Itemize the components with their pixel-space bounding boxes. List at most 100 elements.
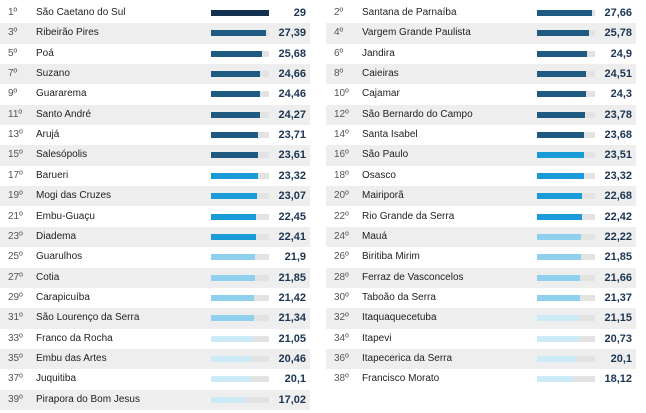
city-name-label: São Paulo xyxy=(362,149,409,161)
value-label: 20,1 xyxy=(610,352,632,365)
value-label: 24,66 xyxy=(278,68,306,81)
rank-label: 34º xyxy=(334,332,349,344)
bar-track xyxy=(537,152,595,159)
bar xyxy=(211,213,256,220)
city-name-label: São Caetano do Sul xyxy=(36,7,126,18)
city-name-label: Jandira xyxy=(362,47,395,59)
rank-label: 11º xyxy=(8,108,23,120)
rank-label: 5º xyxy=(8,47,18,59)
value-label: 24,46 xyxy=(278,88,306,101)
value-label: 21,42 xyxy=(278,291,306,304)
value-label: 21,15 xyxy=(604,312,632,325)
bar xyxy=(211,254,255,261)
rank-label: 22º xyxy=(334,210,349,222)
ranking-row: 36º Itapecerica da Serra 20,1 xyxy=(326,348,636,370)
city-name-label: Taboão da Serra xyxy=(362,291,436,303)
rank-label: 9º xyxy=(8,88,18,100)
ranking-row: 21º Embu-Guaçu 22,45 xyxy=(0,207,310,227)
ranking-row: 17º Barueri 23,32 xyxy=(0,166,310,186)
rank-label: 20º xyxy=(334,190,349,202)
value-label: 17,02 xyxy=(278,393,306,406)
value-label: 23,61 xyxy=(278,149,306,162)
ranking-row: 39º Pirapora do Bom Jesus 17,02 xyxy=(0,389,310,410)
city-name-label: São Lourenço da Serra xyxy=(36,312,140,324)
rank-label: 1º xyxy=(8,7,18,18)
ranking-row: 18º Osasco 23,32 xyxy=(326,166,636,186)
bar xyxy=(211,30,266,37)
city-name-label: Embu-Guaçu xyxy=(36,210,95,222)
value-label: 21,9 xyxy=(284,251,306,264)
value-label: 23,32 xyxy=(604,169,632,182)
bar xyxy=(211,71,261,78)
ranking-row: 13º Arujá 23,71 xyxy=(0,125,310,145)
ranking-column-right: 2º Santana de Parnaíba 27,66 4º Vargem Grand… xyxy=(326,0,636,413)
bar-track xyxy=(537,315,595,322)
city-name-label: Diadema xyxy=(36,230,77,242)
city-name-label: Embu das Artes xyxy=(36,352,107,364)
rank-label: 30º xyxy=(334,291,349,303)
bar xyxy=(211,193,258,200)
city-name-label: Cajamar xyxy=(362,88,400,100)
city-name-label: Caieiras xyxy=(362,68,399,80)
bar-track xyxy=(537,233,595,240)
bar-track xyxy=(211,10,269,16)
ranking-row: 8º Caieiras 24,51 xyxy=(326,64,636,85)
bar xyxy=(211,233,256,240)
city-name-label: Ferraz de Vasconcelos xyxy=(362,271,464,283)
city-name-label: Juquitiba xyxy=(36,373,77,385)
bar-track xyxy=(537,274,595,281)
ranking-row: 24º Mauá 22,22 xyxy=(326,226,636,248)
ranking-row: 15º Salesópolis 23,61 xyxy=(0,145,310,166)
city-name-label: Cotia xyxy=(36,271,60,283)
ranking-row: 16º São Paulo 23,51 xyxy=(326,145,636,166)
bar xyxy=(211,274,255,281)
rank-label: 2º xyxy=(334,7,344,18)
ranking-row: 1º São Caetano do Sul 29 xyxy=(0,3,310,23)
bar-track xyxy=(211,294,269,301)
rank-label: 14º xyxy=(334,129,349,141)
bar-track xyxy=(211,274,269,281)
value-label: 27,39 xyxy=(278,27,306,40)
city-name-label: Poá xyxy=(36,47,54,59)
rank-label: 13º xyxy=(8,129,23,141)
rank-label: 38º xyxy=(334,373,349,385)
ranking-row: 29º Carapicuíba 21,42 xyxy=(0,288,310,308)
rank-label: 4º xyxy=(334,27,344,39)
rank-label: 23º xyxy=(8,230,23,242)
rank-label: 18º xyxy=(334,169,349,181)
city-name-label: Ribeirão Pires xyxy=(36,27,99,39)
bar xyxy=(537,193,583,200)
ranking-row: 9º Guararema 24,46 xyxy=(0,84,310,104)
bar-track xyxy=(537,335,595,342)
ranking-row: 22º Rio Grande da Serra 22,42 xyxy=(326,207,636,227)
ranking-row: 10º Cajamar 24,3 xyxy=(326,84,636,104)
ranking-row: 35º Embu das Artes 20,46 xyxy=(0,348,310,370)
bar xyxy=(537,10,593,16)
city-name-label: Santo André xyxy=(36,108,92,120)
rank-label: 27º xyxy=(8,271,23,283)
rank-label: 16º xyxy=(334,149,349,161)
ranking-row: 37º Juquitiba 20,1 xyxy=(0,369,310,389)
bar xyxy=(537,50,587,57)
city-name-label: Itaquaquecetuba xyxy=(362,312,437,324)
value-label: 23,71 xyxy=(278,129,306,142)
ranking-row: 6º Jandira 24,9 xyxy=(326,44,636,64)
bar-track xyxy=(537,294,595,301)
ranking-row: 38º Francisco Morato 18,12 xyxy=(326,369,636,389)
value-label: 21,34 xyxy=(278,312,306,325)
ranking-row: 26º Biritiba Mirim 21,85 xyxy=(326,247,636,267)
bar-track xyxy=(211,376,269,383)
rank-label: 12º xyxy=(334,108,349,120)
city-name-label: Biritiba Mirim xyxy=(362,251,420,263)
ranking-row: 19º Mogi das Cruzes 23,07 xyxy=(0,186,310,207)
bar xyxy=(537,132,585,139)
value-label: 23,78 xyxy=(604,108,632,121)
value-label: 21,05 xyxy=(278,332,306,345)
bar xyxy=(537,335,579,342)
bar xyxy=(211,335,254,342)
value-label: 20,1 xyxy=(284,373,306,386)
bar-track xyxy=(537,30,595,37)
bar-track xyxy=(537,111,595,118)
value-label: 23,51 xyxy=(604,149,632,162)
bar-track xyxy=(211,335,269,342)
